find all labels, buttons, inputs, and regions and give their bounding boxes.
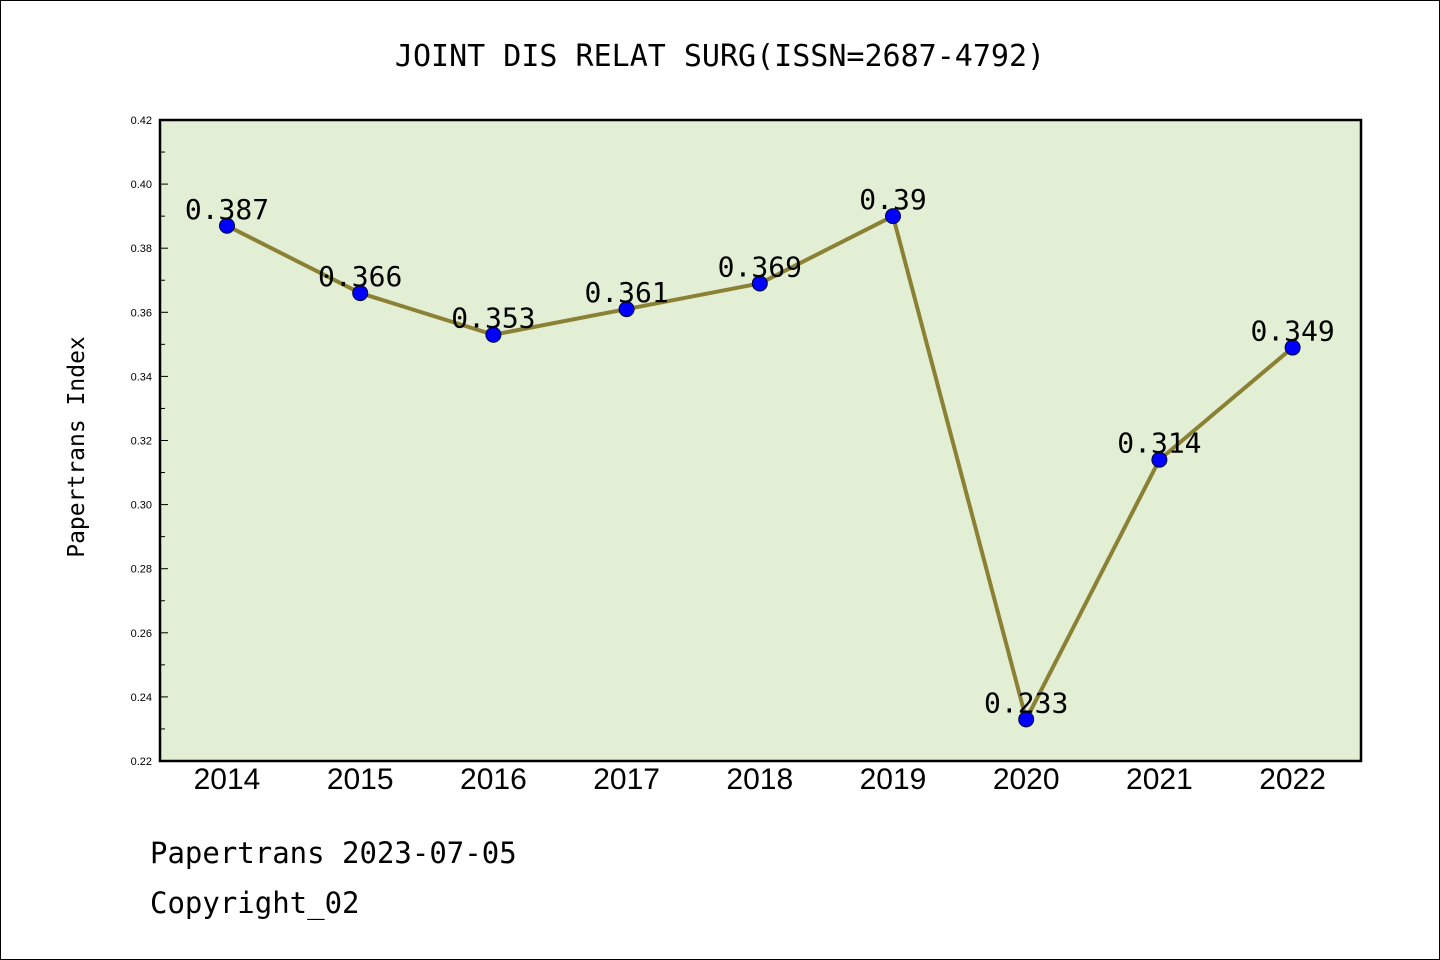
data-point-marker — [1151, 451, 1168, 468]
data-point-marker — [1018, 711, 1035, 728]
y-tick-label: 0.24 — [131, 692, 152, 704]
x-tick-label: 2014 — [194, 763, 261, 796]
y-tick-label: 0.30 — [131, 500, 152, 512]
data-point-marker — [219, 217, 235, 234]
data-point-marker — [751, 275, 768, 292]
x-tick-label: 2019 — [860, 763, 927, 796]
data-point-marker — [618, 301, 635, 318]
y-tick-label: 0.22 — [131, 756, 152, 768]
data-point-marker — [1284, 339, 1301, 356]
data-point-marker — [485, 326, 502, 343]
y-tick-label: 0.42 — [131, 115, 152, 127]
x-tick-label: 2021 — [1126, 763, 1193, 796]
data-label: 0.387 — [185, 193, 269, 226]
x-tick-label: 2018 — [726, 763, 793, 796]
y-tick-label: 0.26 — [131, 628, 152, 640]
x-tick-label: 2016 — [460, 763, 527, 796]
data-label: 0.314 — [1117, 427, 1201, 460]
footer-copyright-text: Copyright_02 — [150, 886, 360, 920]
chart-title: JOINT DIS RELAT SURG(ISSN=2687-4792) — [395, 39, 1045, 74]
x-tick-label: 2017 — [593, 763, 660, 796]
y-tick-label: 0.36 — [131, 307, 152, 319]
x-tick-label: 2015 — [327, 763, 394, 796]
data-label: 0.353 — [451, 302, 535, 335]
y-tick-label: 0.28 — [131, 564, 152, 576]
y-tick-label: 0.38 — [131, 243, 152, 255]
series-markers — [219, 208, 1301, 728]
data-labels: 0.387 0.366 0.353 0.361 0.369 0.39 0.233 0.314 0… — [185, 183, 1335, 719]
y-tick-label: 0.32 — [131, 436, 152, 448]
x-tick-label: 2020 — [993, 763, 1060, 796]
y-axis-label: Papertrans Index — [64, 336, 90, 558]
data-point-marker — [352, 285, 369, 302]
data-label: 0.366 — [318, 260, 402, 293]
y-tick-label: 0.40 — [131, 179, 152, 191]
data-label: 0.349 — [1250, 315, 1334, 348]
footer-date-text: Papertrans 2023-07-05 — [150, 836, 517, 870]
data-label: 0.39 — [859, 183, 926, 216]
data-point-marker — [885, 208, 901, 225]
plot-area — [158, 118, 1363, 763]
y-tick-label: 0.34 — [131, 371, 152, 383]
data-label: 0.369 — [718, 250, 802, 283]
axis-ticks: 0.22 0.24 0.26 0.28 0.30 0.32 0.34 0.36 0.38 0.40… — [131, 115, 1326, 796]
x-tick-label: 2022 — [1259, 763, 1326, 796]
data-label: 0.361 — [584, 276, 668, 309]
data-label: 0.233 — [984, 686, 1068, 719]
